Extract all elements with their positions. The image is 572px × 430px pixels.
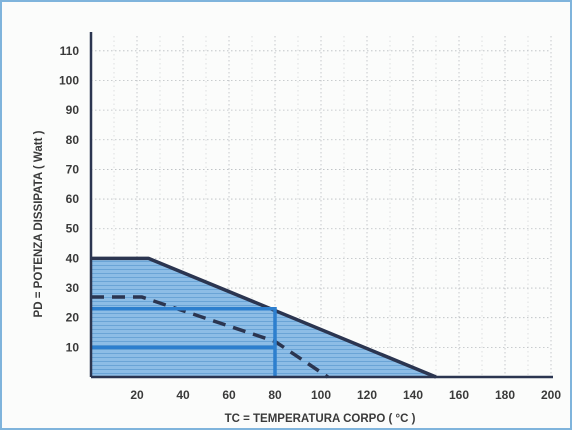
derating-curve-dashed: [91, 295, 329, 379]
x-tick-label: 80: [268, 388, 282, 402]
y-tick-label: 20: [66, 311, 80, 325]
y-tick-label: 110: [60, 44, 80, 58]
x-tick-labels: 20 40 60 80 100 120 140 160 180 200: [130, 388, 561, 402]
guide-line: [91, 307, 277, 377]
y-tick-label: 90: [66, 103, 80, 117]
y-tick-label: 40: [66, 251, 80, 265]
y-tick-labels: 10 20 30 40 50 60 70 80 90 100 110: [59, 44, 79, 355]
x-tick-label: 120: [357, 388, 377, 402]
y-tick-label: 60: [66, 192, 80, 206]
x-tick-label: 40: [176, 388, 190, 402]
x-tick-label: 60: [222, 388, 236, 402]
x-tick-label: 200: [541, 388, 561, 402]
y-axis-title: PD = POTENZA DISSIPATA ( Watt ): [33, 130, 45, 317]
derating-curve-solid: [91, 256, 437, 379]
y-tick-label: 30: [66, 281, 80, 295]
axes: [89, 32, 553, 379]
x-tick-label: 20: [130, 388, 144, 402]
y-tick-label: 10: [66, 340, 80, 354]
x-tick-label: 160: [449, 388, 469, 402]
guide-lines: [91, 307, 277, 377]
x-tick-label: 180: [495, 388, 515, 402]
y-tick-label: 100: [59, 73, 79, 87]
x-axis-title: TC = TEMPERATURA CORPO ( °C ): [225, 413, 416, 425]
x-tick-label: 100: [311, 388, 331, 402]
y-tick-label: 80: [66, 133, 80, 147]
y-tick-label: 50: [66, 222, 80, 236]
y-tick-label: 70: [66, 162, 80, 176]
x-tick-label: 140: [403, 388, 423, 402]
